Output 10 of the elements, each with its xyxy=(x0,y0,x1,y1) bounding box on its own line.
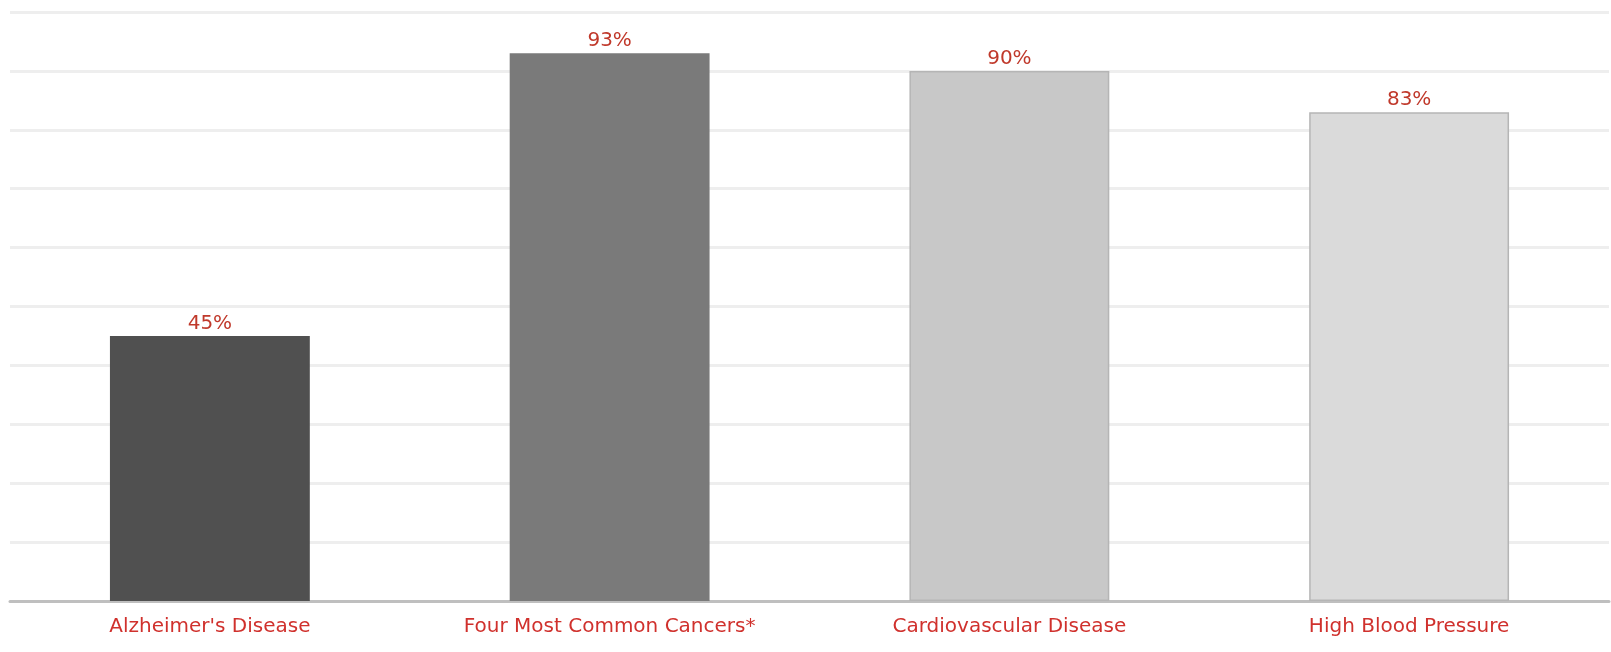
data-label: 93% xyxy=(587,27,632,52)
data-label: 45% xyxy=(187,309,233,334)
bar xyxy=(109,335,310,601)
data-label: 90% xyxy=(987,44,1032,69)
data-label: 83% xyxy=(1386,86,1432,111)
x-tick-label: Alzheimer's Disease xyxy=(109,613,311,637)
x-tick-label: High Blood Pressure xyxy=(1308,613,1510,637)
x-tick-label: Cardiovascular Disease xyxy=(892,613,1127,637)
x-tick-label: Four Most Common Cancers* xyxy=(463,613,756,637)
bar xyxy=(509,53,710,601)
